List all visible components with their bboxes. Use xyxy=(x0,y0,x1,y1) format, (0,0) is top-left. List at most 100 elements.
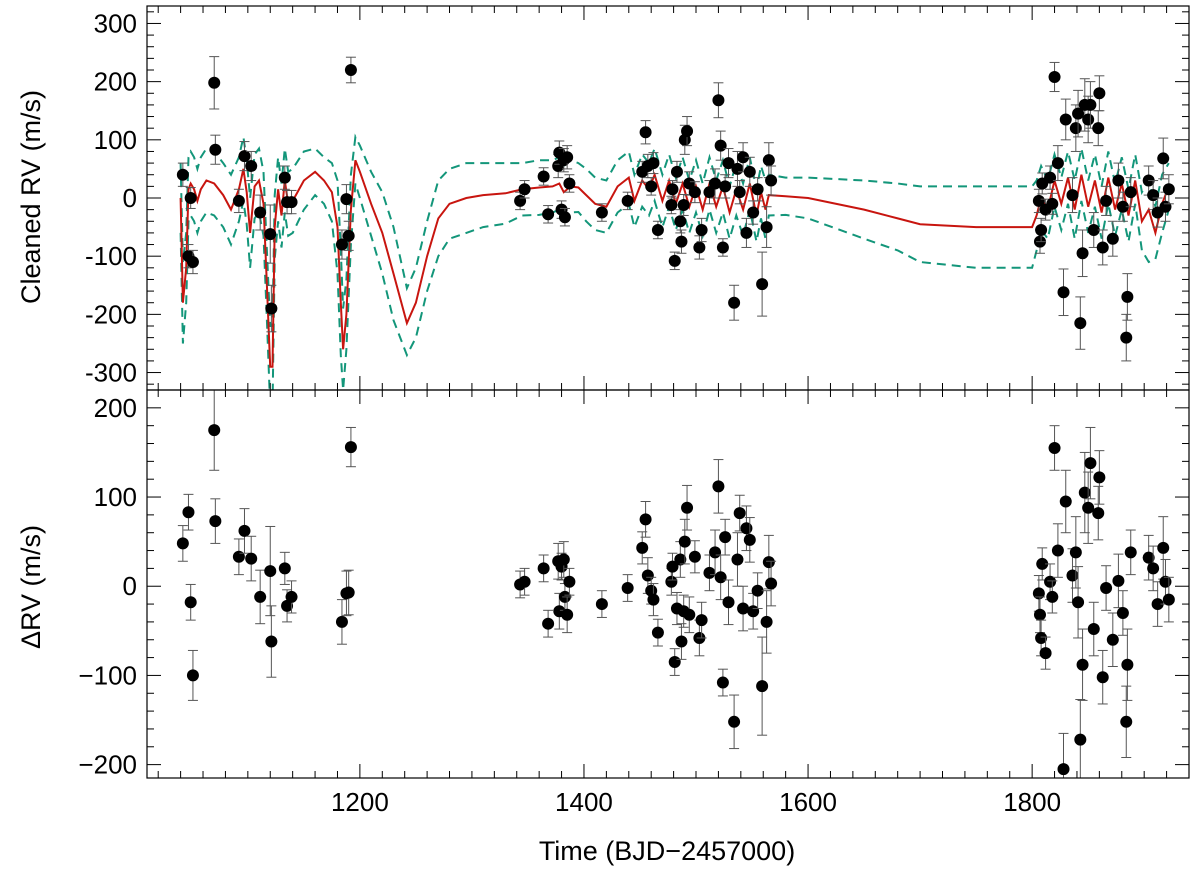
data-point-marker xyxy=(651,626,664,639)
bottom-data-point-76 xyxy=(1046,580,1059,614)
data-point-marker xyxy=(1106,633,1119,646)
bottom-data-point-11 xyxy=(265,605,278,678)
bottom-y-tick-label: −200 xyxy=(78,750,137,780)
data-point-marker xyxy=(1035,631,1048,644)
data-point-marker xyxy=(1059,113,1072,126)
data-point-marker xyxy=(621,194,634,207)
data-point-marker xyxy=(1151,598,1164,611)
data-point-marker xyxy=(209,515,222,528)
top-data-point-41 xyxy=(670,160,683,183)
data-point-marker xyxy=(595,206,608,219)
data-point-marker xyxy=(1046,197,1059,210)
top-data-point-10 xyxy=(264,204,277,264)
data-point-marker xyxy=(1092,507,1105,520)
data-point-marker xyxy=(716,241,729,254)
data-point-marker xyxy=(285,590,298,603)
data-point-marker xyxy=(186,669,199,682)
data-point-marker xyxy=(264,228,277,241)
data-point-marker xyxy=(265,302,278,315)
bottom-y-tick-label: 0 xyxy=(123,571,137,601)
data-point-marker xyxy=(563,177,576,190)
top-data-point-52 xyxy=(709,168,722,199)
data-point-marker xyxy=(641,569,654,582)
data-point-marker xyxy=(645,180,658,193)
data-point-marker xyxy=(675,635,688,648)
data-point-marker xyxy=(733,507,746,520)
bottom-data-point-90 xyxy=(1092,485,1105,541)
data-point-marker xyxy=(238,150,251,163)
bottom-data-point-53 xyxy=(712,459,725,514)
x-tick-label: 1800 xyxy=(1003,787,1061,817)
top-data-point-38 xyxy=(665,195,678,215)
bottom-data-point-20 xyxy=(518,567,531,596)
top-data-point-67 xyxy=(760,206,773,248)
bottom-data-point-22 xyxy=(542,609,555,638)
data-point-marker xyxy=(1157,541,1170,554)
data-point-marker xyxy=(1051,157,1064,170)
bottom-data-point-28 xyxy=(561,596,574,634)
data-point-marker xyxy=(751,584,764,597)
data-point-marker xyxy=(184,596,197,609)
data-point-marker xyxy=(245,552,258,565)
data-point-marker xyxy=(722,157,735,170)
data-point-marker xyxy=(1112,574,1125,587)
bottom-y-tick-label: 100 xyxy=(94,482,137,512)
bottom-data-point-65 xyxy=(751,572,764,610)
bottom-data-point-97 xyxy=(1120,685,1133,758)
bottom-data-point-74 xyxy=(1039,636,1052,670)
data-point-marker xyxy=(683,608,696,621)
top-data-point-55 xyxy=(716,238,729,257)
top-data-point-51 xyxy=(703,180,716,205)
top-panel-cleaned-rv: -300 -200 -100 0 100 200 300 xyxy=(85,5,1190,391)
data-point-marker xyxy=(743,533,756,546)
data-point-marker xyxy=(765,174,778,187)
bottom-data-point-43 xyxy=(675,623,688,660)
data-point-marker xyxy=(209,143,222,156)
data-point-marker xyxy=(1032,587,1045,600)
bottom-data-point-2 xyxy=(184,583,197,621)
data-point-marker xyxy=(1093,471,1106,484)
top-data-point-31 xyxy=(621,191,634,211)
data-point-marker xyxy=(278,171,291,184)
bottom-data-point-0 xyxy=(176,525,189,562)
bottom-data-point-29 xyxy=(563,567,576,596)
data-point-marker xyxy=(731,553,744,566)
top-y-tick-label: -300 xyxy=(85,358,137,388)
bottom-data-point-9 xyxy=(254,569,267,625)
bottom-data-point-56 xyxy=(719,518,732,556)
data-point-marker xyxy=(563,575,576,588)
data-point-marker xyxy=(561,151,574,164)
data-point-marker xyxy=(1057,763,1070,776)
bottom-plot-area xyxy=(176,390,1175,778)
bottom-data-point-79 xyxy=(1057,732,1070,778)
data-point-marker xyxy=(719,180,732,193)
data-point-marker xyxy=(335,238,348,251)
top-data-point-79 xyxy=(1057,268,1070,317)
data-point-marker xyxy=(1032,194,1045,207)
bottom-data-point-15 xyxy=(335,599,348,645)
bottom-data-point-47 xyxy=(683,596,696,634)
bottom-data-point-40 xyxy=(668,648,681,676)
data-point-marker xyxy=(683,177,696,190)
top-data-point-4 xyxy=(208,56,221,110)
top-data-point-0 xyxy=(176,162,189,187)
data-point-marker xyxy=(1044,171,1057,184)
bottom-data-point-14 xyxy=(285,580,298,614)
data-point-marker xyxy=(678,535,691,548)
bottom-data-point-39 xyxy=(666,552,679,581)
top-data-point-83 xyxy=(1072,89,1085,138)
data-point-marker xyxy=(731,162,744,175)
data-point-marker xyxy=(1033,608,1046,621)
data-point-marker xyxy=(232,550,245,563)
top-data-point-54 xyxy=(714,130,727,161)
bottom-data-point-31 xyxy=(621,574,634,602)
bottom-plot-frame xyxy=(146,389,1190,779)
data-point-marker xyxy=(1035,224,1048,236)
data-point-marker xyxy=(1092,122,1105,135)
data-point-marker xyxy=(1057,286,1070,299)
bottom-data-point-80 xyxy=(1059,469,1072,534)
data-point-marker xyxy=(344,64,357,76)
top-data-point-3 xyxy=(186,249,199,275)
top-data-point-62 xyxy=(740,217,753,248)
bottom-data-point-37 xyxy=(651,618,664,647)
